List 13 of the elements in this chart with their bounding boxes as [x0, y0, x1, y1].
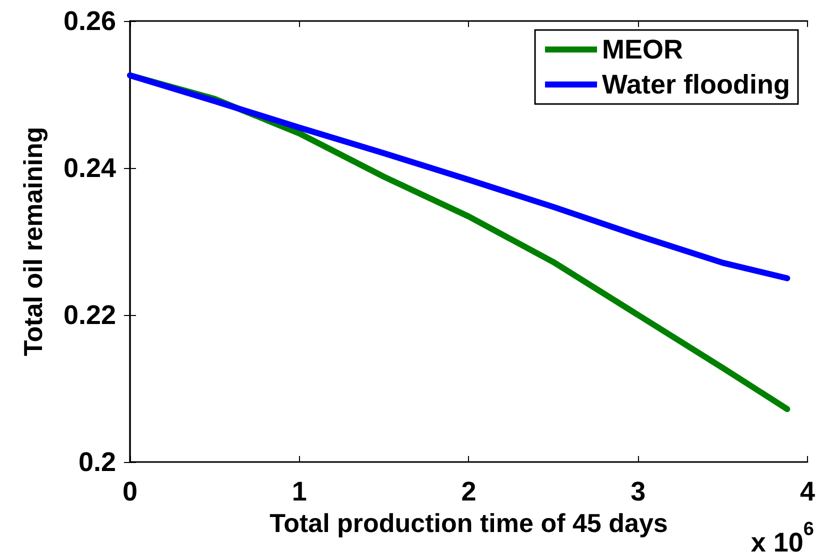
x-axis-title: Total production time of 45 days — [270, 508, 668, 538]
y-tick-label: 0.22 — [63, 300, 116, 330]
y-axis-title: Total oil remaining — [18, 126, 48, 356]
y-tick-label: 0.2 — [78, 447, 116, 477]
y-tick-label: 0.24 — [63, 153, 116, 183]
x-tick-label: 3 — [630, 476, 646, 506]
x-tick-label: 1 — [292, 476, 307, 506]
x-tick-label: 0 — [122, 476, 138, 506]
legend-label: Water flooding — [602, 70, 790, 100]
x-tick-label: 2 — [461, 476, 476, 506]
legend-label: MEOR — [602, 34, 684, 64]
y-tick-label: 0.26 — [63, 6, 116, 36]
x-tick-label: 4 — [800, 476, 816, 506]
